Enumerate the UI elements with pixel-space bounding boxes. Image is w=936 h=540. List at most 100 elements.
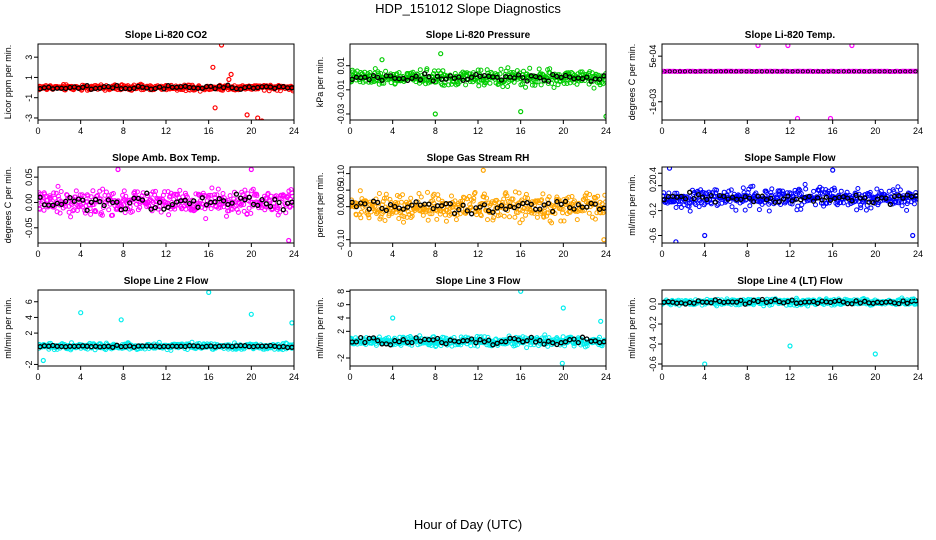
data-point: [786, 68, 791, 74]
data-point-black: [413, 199, 419, 205]
data-point-black: [751, 198, 757, 205]
data-point: [893, 68, 899, 74]
data-point: [507, 214, 512, 220]
y-tick-label: -0.05: [24, 218, 34, 239]
data-point: [250, 186, 256, 192]
x-tick-label: 20: [870, 126, 880, 136]
data-point-black: [682, 301, 689, 307]
data-point-black: [827, 197, 834, 203]
x-tick-label: 4: [390, 126, 395, 136]
data-point-black: [199, 195, 205, 201]
data-point: [357, 188, 363, 194]
data-point: [777, 188, 783, 194]
outlier-point: [379, 57, 385, 63]
x-tick-label: 12: [785, 126, 795, 136]
panel-title: Slope Amb. Box Temp.: [112, 153, 220, 164]
x-tick-label: 4: [702, 249, 707, 259]
y-tick-label: 4: [336, 315, 346, 320]
x-tick-label: 4: [78, 249, 83, 259]
data-point-black: [417, 338, 424, 344]
x-tick-label: 20: [246, 126, 256, 136]
data-point-black: [537, 206, 543, 212]
y-tick-label: 0.05: [336, 181, 346, 199]
data-point: [134, 189, 140, 195]
data-point-black: [575, 339, 581, 346]
x-tick-label: 4: [702, 126, 707, 136]
data-point-black: [379, 77, 385, 83]
data-point: [177, 187, 183, 193]
data-point: [516, 190, 522, 196]
data-point-black: [511, 75, 517, 81]
data-point: [483, 207, 489, 213]
x-tick-label: 0: [659, 249, 664, 259]
data-point-black: [826, 69, 831, 74]
data-point-black: [375, 337, 381, 344]
data-point-black: [857, 69, 862, 74]
data-point-black: [284, 200, 291, 206]
data-point: [182, 190, 188, 196]
panel-title: Slope Li-820 Temp.: [745, 30, 836, 41]
data-point: [487, 80, 493, 86]
data-point-black: [238, 195, 244, 201]
data-point: [424, 207, 429, 213]
data-point: [569, 194, 575, 199]
data-point: [471, 195, 477, 201]
data-point: [129, 209, 135, 214]
data-point-black: [443, 76, 449, 82]
data-point-black: [464, 208, 470, 214]
data-point-black: [734, 299, 740, 305]
data-point-black: [92, 196, 99, 203]
y-tick-label: 1: [24, 75, 34, 80]
data-point-black: [789, 297, 795, 303]
outlier-point: [244, 112, 250, 118]
panel-p1: Slope Li-820 CO2 0 4 8 12 16 20 24 -3 -1 1 3 Licor p…: [3, 30, 299, 136]
y-tick-label: -0.03: [336, 104, 346, 125]
y-axis-label: ml/min per min.: [3, 297, 13, 359]
data-point-black: [430, 337, 436, 343]
data-point-black: [725, 196, 731, 202]
data-point: [541, 214, 547, 220]
data-point-black: [409, 75, 415, 81]
data-point: [396, 70, 402, 76]
data-point: [558, 218, 564, 224]
data-point: [696, 204, 702, 210]
data-point: [158, 209, 164, 215]
data-point: [521, 68, 526, 74]
data-point: [69, 202, 75, 208]
data-point-black: [101, 202, 107, 209]
x-tick-label: 12: [473, 249, 483, 259]
data-point: [678, 205, 684, 210]
data-point: [549, 220, 555, 226]
data-point-black: [161, 206, 167, 212]
data-point: [353, 212, 359, 218]
data-point: [896, 69, 902, 74]
y-tick-label: -3: [24, 114, 34, 122]
data-point-black: [456, 207, 462, 213]
data-point-black: [746, 299, 753, 306]
data-point-black: [246, 194, 252, 200]
data-point-black: [571, 336, 577, 342]
points-layer: [38, 167, 294, 243]
plot-frame: [37, 43, 295, 121]
data-point-black: [208, 83, 214, 90]
data-point: [68, 214, 74, 220]
data-point: [490, 217, 496, 223]
data-point: [838, 188, 844, 194]
y-tick-label: -0.6: [648, 356, 658, 372]
data-point: [546, 194, 552, 200]
data-point-black: [216, 196, 222, 202]
data-point-black: [220, 198, 227, 204]
data-point-black: [677, 69, 682, 74]
data-point-black: [567, 204, 573, 211]
data-point-black: [451, 210, 458, 217]
points-layer: [662, 44, 918, 120]
data-point: [443, 218, 449, 224]
y-tick-label: 0.00: [24, 194, 34, 212]
data-point-black: [896, 193, 902, 199]
data-point: [360, 79, 366, 85]
data-point: [505, 65, 511, 71]
data-point-black: [823, 194, 829, 200]
data-point-black: [400, 75, 406, 82]
data-point: [168, 347, 174, 353]
x-tick-label: 0: [659, 126, 664, 136]
